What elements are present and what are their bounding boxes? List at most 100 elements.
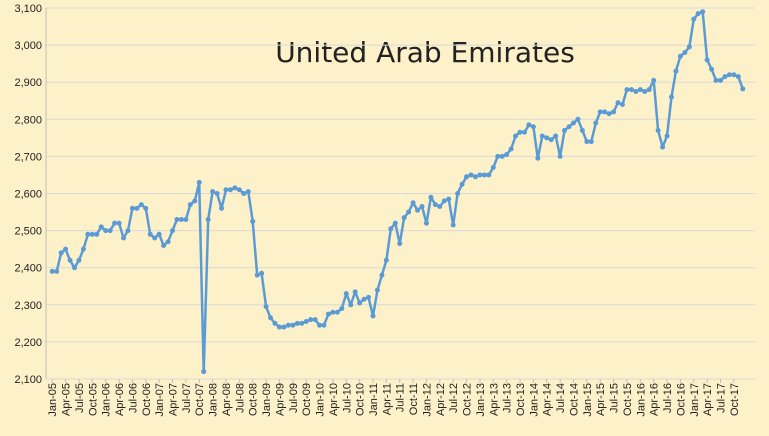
x-tick-label: Oct-17 — [729, 383, 741, 416]
data-point — [285, 322, 291, 328]
x-tick-label: Apr-05 — [61, 383, 73, 416]
data-point — [637, 87, 643, 93]
x-tick-label: Oct-10 — [355, 383, 367, 416]
x-tick-label: Oct-05 — [87, 383, 99, 416]
x-tick-label: Apr-15 — [595, 383, 607, 416]
x-tick-label: Oct-15 — [622, 383, 634, 416]
chart-title: United Arab Emirates — [275, 36, 575, 69]
data-point — [508, 146, 514, 152]
data-point — [557, 153, 563, 159]
data-point — [107, 228, 113, 234]
data-point — [428, 194, 434, 200]
data-point — [183, 216, 189, 222]
x-tick-label: Apr-17 — [702, 383, 714, 416]
x-tick-label: Apr-09 — [274, 383, 286, 416]
x-tick-label: Jan-14 — [528, 383, 540, 417]
data-point — [49, 268, 55, 274]
data-point — [593, 120, 599, 126]
data-point — [339, 306, 345, 312]
x-tick-label: Apr-10 — [328, 383, 340, 416]
x-tick-label: Jan-10 — [315, 383, 327, 417]
data-point — [276, 324, 282, 330]
data-point — [232, 185, 238, 191]
data-point — [156, 231, 162, 237]
data-point — [290, 322, 296, 328]
data-point — [406, 209, 412, 215]
data-point — [116, 220, 122, 226]
data-point — [366, 294, 372, 300]
data-point — [89, 231, 95, 237]
data-point — [370, 313, 376, 319]
data-point — [642, 88, 648, 94]
data-point — [575, 116, 581, 122]
data-point — [143, 205, 149, 211]
data-point — [624, 87, 630, 93]
data-point — [219, 205, 225, 211]
data-point — [112, 220, 118, 226]
data-point — [597, 109, 603, 115]
data-point — [241, 191, 247, 196]
x-tick-label: Oct-16 — [675, 383, 687, 416]
y-tick-label: 3,100 — [14, 3, 42, 15]
data-point — [664, 133, 670, 139]
x-tick-label: Oct-07 — [194, 383, 206, 416]
x-tick-label: Jul-12 — [448, 383, 460, 413]
data-point — [67, 257, 73, 263]
data-point — [121, 235, 127, 241]
data-point — [602, 109, 608, 115]
y-tick-label: 2,300 — [14, 300, 42, 312]
data-point — [357, 300, 363, 306]
data-point — [513, 133, 519, 139]
data-point — [250, 218, 256, 224]
y-tick-label: 2,100 — [14, 374, 42, 386]
x-tick-label: Jan-13 — [475, 383, 487, 417]
data-point — [673, 68, 679, 74]
x-tick-label: Jul-05 — [74, 383, 86, 413]
x-tick-label: Jul-13 — [502, 383, 514, 413]
data-point — [415, 207, 421, 213]
data-point — [499, 153, 505, 159]
data-point — [562, 127, 568, 133]
data-point — [268, 315, 274, 321]
x-tick-label: Jan-07 — [154, 383, 166, 417]
x-tick-label: Apr-12 — [435, 383, 447, 416]
x-tick-label: Jul-09 — [288, 383, 300, 413]
x-tick-label: Oct-14 — [568, 383, 580, 416]
data-point — [174, 216, 180, 222]
x-tick-label: Jul-10 — [341, 383, 353, 413]
x-tick-label: Apr-08 — [221, 383, 233, 416]
data-point — [72, 265, 78, 271]
data-point — [709, 66, 715, 72]
x-tick-label: Apr-14 — [542, 383, 554, 416]
data-point — [58, 250, 64, 256]
data-point — [294, 320, 300, 326]
data-point — [125, 228, 131, 234]
data-point — [579, 127, 585, 133]
data-point — [704, 57, 710, 63]
data-point — [570, 120, 576, 126]
x-tick-label: Jan-15 — [582, 383, 594, 417]
data-point — [606, 111, 612, 117]
data-point — [584, 139, 590, 145]
x-tick-label: Jan-09 — [261, 383, 273, 417]
data-point — [245, 189, 251, 195]
data-point — [259, 270, 265, 276]
data-point — [517, 129, 523, 135]
data-point — [490, 165, 496, 171]
data-point — [628, 87, 634, 93]
data-point — [655, 127, 661, 133]
data-point — [722, 74, 728, 80]
data-point — [691, 16, 697, 22]
data-point — [717, 77, 723, 83]
x-tick-label: Oct-06 — [141, 383, 153, 416]
data-point — [134, 205, 140, 211]
data-point — [383, 257, 389, 263]
data-point — [317, 322, 323, 328]
x-tick-label: Jul-16 — [662, 383, 674, 413]
data-point — [526, 122, 532, 128]
data-point — [205, 216, 211, 222]
data-point — [566, 124, 572, 130]
data-point — [472, 174, 478, 180]
x-tick-label: Jul-11 — [395, 383, 407, 412]
data-point — [464, 174, 470, 180]
